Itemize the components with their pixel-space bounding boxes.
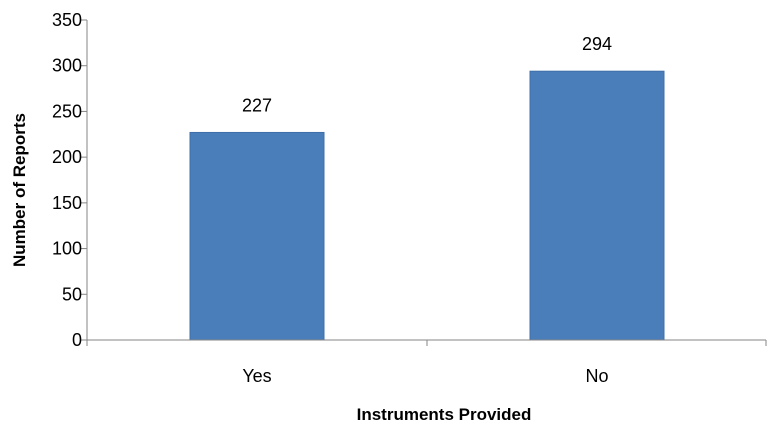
data-label-no: 294 (582, 34, 612, 54)
y-tick-label: 200 (52, 147, 82, 167)
y-tick-label: 150 (52, 193, 82, 213)
y-tick-label: 250 (52, 101, 82, 121)
bar-yes (189, 131, 325, 341)
x-tick-label-no: No (585, 366, 608, 386)
y-axis-ticks: 0 50 100 150 200 250 300 350 (52, 10, 87, 350)
y-tick-label: 300 (52, 56, 82, 76)
data-labels: 227 294 (242, 34, 612, 115)
y-axis-title: Number of Reports (10, 113, 29, 267)
data-label-yes: 227 (242, 95, 272, 115)
bars (189, 70, 665, 341)
y-tick-label: 0 (72, 330, 82, 350)
x-tick-label-yes: Yes (242, 366, 271, 386)
y-tick-label: 350 (52, 10, 82, 30)
x-axis-title: Instruments Provided (357, 405, 532, 424)
bar-no (529, 70, 665, 341)
y-tick-label: 100 (52, 239, 82, 259)
x-axis-ticks: Yes No (86, 340, 767, 386)
y-tick-label: 50 (62, 284, 82, 304)
